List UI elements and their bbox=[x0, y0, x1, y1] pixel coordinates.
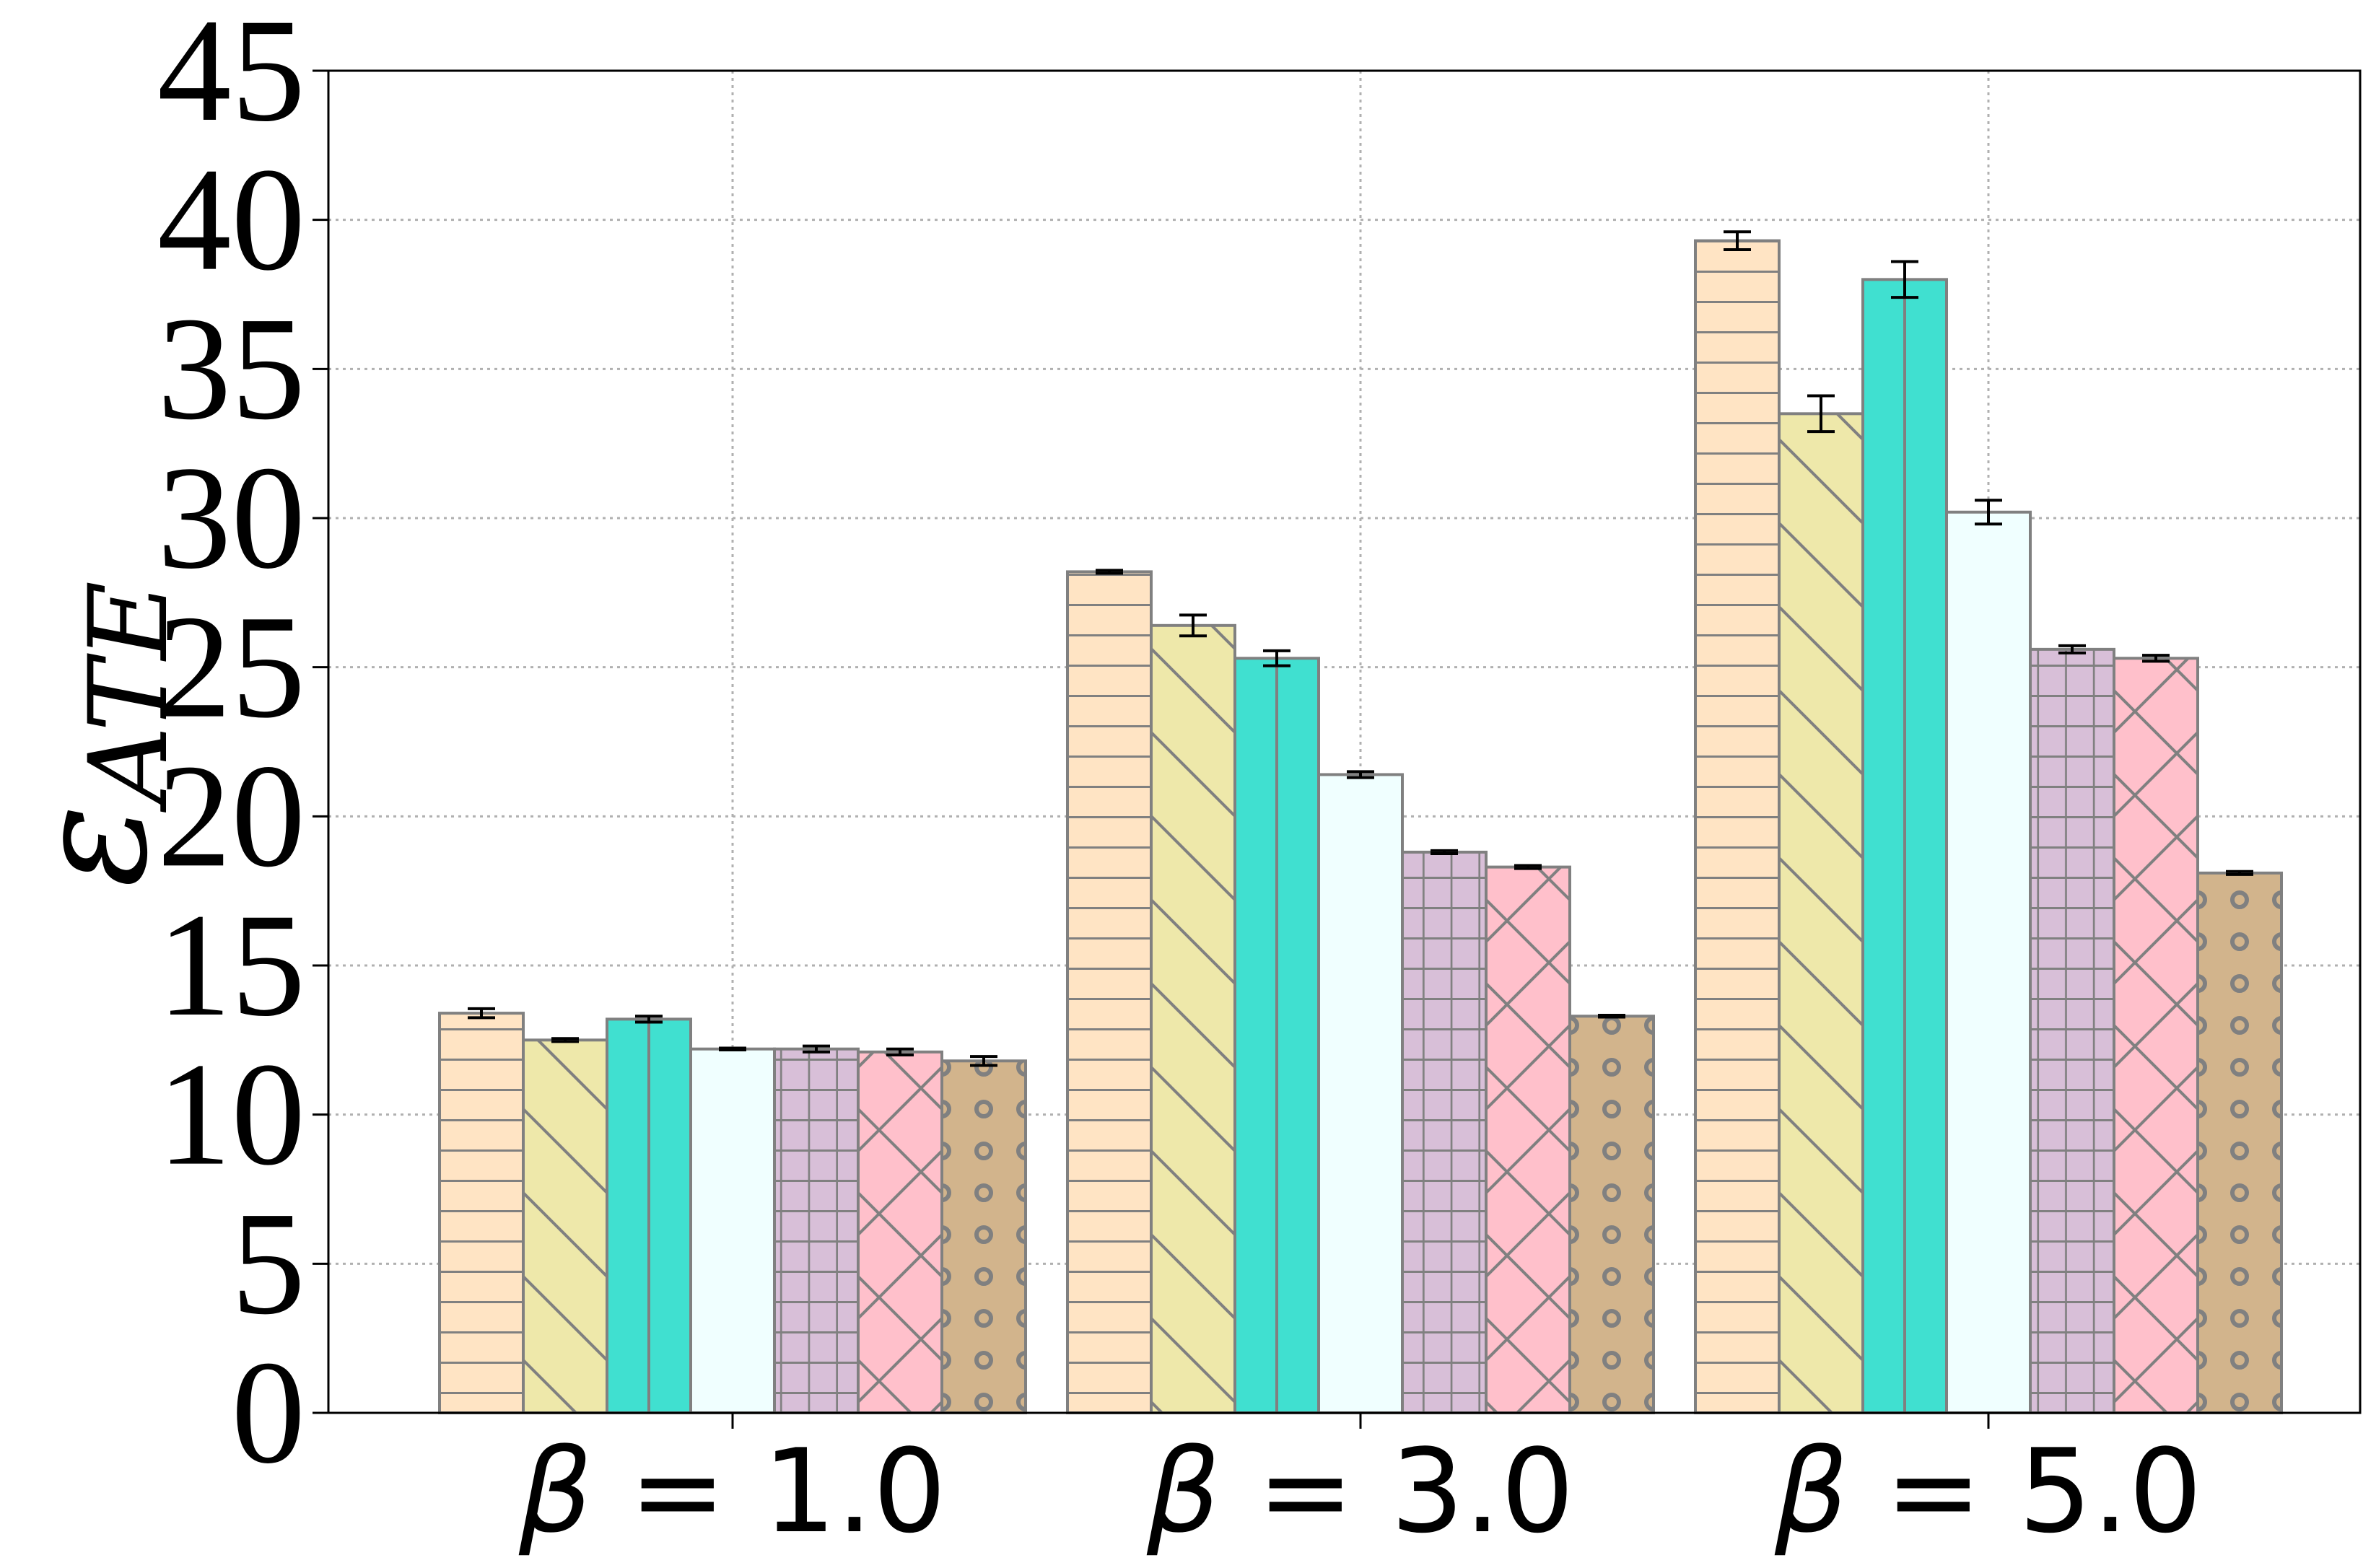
y-tick-label: 35 bbox=[157, 286, 305, 450]
error-bar-series-6-2 bbox=[2142, 654, 2170, 663]
x-tick-label: β = 5.0 bbox=[1774, 1424, 2202, 1559]
bar-hatch bbox=[942, 1061, 1026, 1413]
bar-series-4-0 bbox=[689, 1047, 776, 1414]
bar-series-6-0 bbox=[857, 1050, 943, 1415]
bar-series-4-1 bbox=[1317, 773, 1404, 1414]
y-tick-label: 25 bbox=[157, 585, 305, 749]
y-axis-label-subscript: ATE bbox=[66, 581, 192, 813]
y-tick-label: 45 bbox=[157, 0, 305, 152]
bar-hatch bbox=[1570, 1016, 1654, 1413]
bar-hatch bbox=[858, 1051, 942, 1413]
error-bar-series-7-2 bbox=[2226, 870, 2253, 876]
bar-hatch bbox=[2030, 649, 2114, 1413]
error-bar-series-7-0 bbox=[970, 1055, 997, 1067]
error-bar-series-4-1 bbox=[1347, 770, 1374, 779]
bar-hatch bbox=[1402, 851, 1486, 1413]
error-bar-series-4-2 bbox=[1975, 499, 2002, 526]
error-bar-series-6-0 bbox=[886, 1047, 914, 1056]
plot-frame bbox=[327, 69, 2362, 1414]
bar-series-3-0 bbox=[606, 1017, 692, 1414]
x-axis: β = 1.0 β = 3.0 β = 5.0 bbox=[518, 1413, 2202, 1559]
error-bar-series-3-2 bbox=[1891, 260, 1918, 299]
error-bar-series-2-1 bbox=[1179, 613, 1207, 638]
bar-series-5-0 bbox=[773, 1047, 860, 1414]
bar-hatch bbox=[1779, 413, 1863, 1414]
y-tick-label: 10 bbox=[157, 1033, 305, 1196]
error-bar-series-3-1 bbox=[1263, 649, 1290, 667]
bar-series-7-2 bbox=[2196, 871, 2283, 1415]
x-tick-label: β = 3.0 bbox=[1146, 1424, 1574, 1559]
bar-hatch bbox=[1695, 240, 1779, 1414]
bar-series-1-1 bbox=[1066, 570, 1153, 1414]
bar-hatch bbox=[1151, 625, 1235, 1413]
bar-series-6-1 bbox=[1485, 865, 1571, 1414]
error-bar-series-2-0 bbox=[551, 1037, 579, 1043]
bar-series-3-1 bbox=[1233, 657, 1320, 1414]
error-bar-series-2-2 bbox=[1807, 394, 1835, 434]
bar-hatch bbox=[2198, 872, 2281, 1413]
error-bar-series-7-1 bbox=[1598, 1014, 1625, 1019]
error-bars bbox=[468, 230, 2253, 1067]
bar-hatch bbox=[1863, 279, 1947, 1413]
bar-fill bbox=[691, 1048, 774, 1413]
bar-hatch bbox=[1067, 571, 1151, 1413]
bar-series-2-1 bbox=[1150, 623, 1236, 1414]
error-bar-series-5-1 bbox=[1431, 849, 1458, 855]
bar-hatch bbox=[1486, 867, 1570, 1413]
bar-series-7-1 bbox=[1568, 1015, 1655, 1415]
error-bar-series-4-0 bbox=[719, 1046, 746, 1051]
error-bar-series-1-1 bbox=[1096, 569, 1123, 575]
y-tick-label: 15 bbox=[157, 883, 305, 1047]
error-bar-series-5-0 bbox=[803, 1044, 830, 1054]
bar-series-7-0 bbox=[940, 1059, 1027, 1415]
bar-hatch bbox=[440, 1013, 523, 1413]
bar-series-2-2 bbox=[1778, 412, 1864, 1414]
y-tick-label: 5 bbox=[232, 1181, 306, 1345]
bar-fill bbox=[1319, 774, 1402, 1413]
bar-series-4-2 bbox=[1945, 510, 2032, 1415]
bar-series-1-0 bbox=[438, 1012, 525, 1414]
y-tick-label: 0 bbox=[232, 1331, 306, 1494]
bar-series-1-2 bbox=[1694, 239, 1781, 1415]
error-bar-series-6-1 bbox=[1514, 864, 1542, 870]
error-bar-series-5-2 bbox=[2058, 644, 2086, 654]
bar-hatch bbox=[774, 1048, 858, 1413]
bar-hatch bbox=[2114, 658, 2198, 1414]
y-axis-label: εATE bbox=[0, 581, 192, 888]
error-bar-series-3-0 bbox=[635, 1015, 663, 1024]
y-axis-label-symbol: ε bbox=[0, 805, 181, 888]
y-tick-label: 20 bbox=[157, 734, 305, 898]
bar-hatch bbox=[1235, 658, 1319, 1414]
bars bbox=[438, 239, 2283, 1415]
x-tick-label: β = 1.0 bbox=[518, 1424, 946, 1559]
bar-series-6-2 bbox=[2113, 657, 2199, 1414]
y-tick-label: 30 bbox=[157, 436, 305, 600]
bar-series-5-1 bbox=[1401, 850, 1488, 1414]
y-tick-label: 40 bbox=[157, 138, 305, 302]
error-bar-series-1-2 bbox=[1724, 230, 1751, 251]
bar-hatch bbox=[523, 1040, 607, 1413]
bar-series-3-2 bbox=[1861, 278, 1948, 1414]
error-bar-series-1-0 bbox=[468, 1007, 495, 1020]
bar-fill bbox=[1947, 512, 2030, 1413]
bar-hatch bbox=[607, 1019, 691, 1413]
bar-series-5-2 bbox=[2029, 647, 2115, 1414]
bar-series-2-0 bbox=[522, 1038, 608, 1415]
